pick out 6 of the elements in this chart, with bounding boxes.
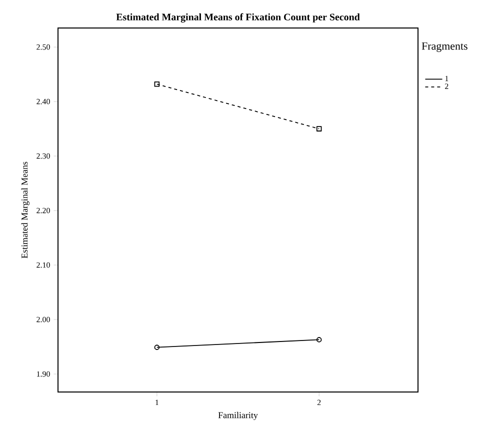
chart-title: Estimated Marginal Means of Fixation Count per Second — [116, 13, 360, 23]
point — [154, 81, 160, 87]
point — [316, 126, 322, 132]
x-axis-title: Familiarity — [218, 412, 258, 420]
legend-title: Fragments — [422, 42, 468, 52]
y-axis-title: Estimated Marginal Means — [21, 162, 30, 258]
